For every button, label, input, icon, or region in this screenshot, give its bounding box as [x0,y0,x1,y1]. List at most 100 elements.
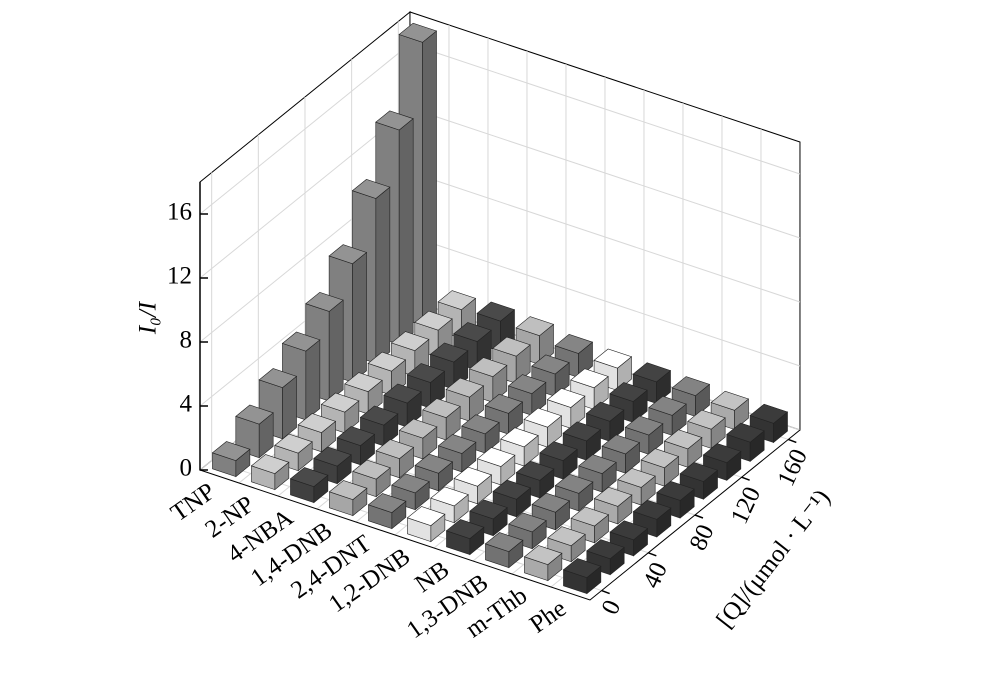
bar-top [367,493,407,513]
bar [609,520,649,557]
bar [562,421,602,461]
bar-top [586,539,625,560]
bar-top [445,377,485,398]
bar-side [352,251,367,383]
floor-edge [199,429,801,601]
bar-top [656,480,695,501]
bar-top [624,415,664,436]
bar-top [663,429,703,450]
bar-top [632,362,672,383]
x-tick-label: 40 [638,558,673,592]
bar [570,506,610,544]
bar-side [375,186,391,364]
bar-top [476,301,516,322]
z-tick-label: 0 [180,455,193,482]
bar-side [328,299,344,402]
bar [430,486,469,524]
x-tick [694,514,704,519]
bar [390,331,430,377]
z-tick-label: 4 [180,391,193,418]
x-tick [601,589,610,595]
bar-top [515,316,555,337]
bar-top [406,506,446,526]
bar-top [352,459,391,480]
bar [258,368,298,440]
bar-top [398,22,438,43]
bar-top [546,388,586,408]
x-tick-label: 160 [773,445,813,490]
x-tick [788,438,797,444]
bar-top [375,439,415,459]
bar-top [749,403,789,424]
bar [211,441,251,478]
z-tick-label: 16 [167,199,192,226]
bar [320,392,360,434]
bar-top [679,462,719,482]
bar-top [547,526,586,547]
x-tick-label: 0 [597,596,627,619]
bar [281,331,321,421]
bar-top [726,422,765,443]
bar-top [507,374,547,395]
bar-top [406,363,446,383]
bar-top [484,532,524,552]
bar-top [601,434,641,455]
bar [648,395,687,437]
bar-top [469,499,508,520]
bar [235,404,274,459]
bar [445,519,485,556]
bar [468,357,508,403]
bar-top [297,413,337,433]
bar-top [250,454,290,474]
bar-top [211,441,251,461]
bar [274,433,313,472]
bar-top [336,426,376,446]
bar [531,492,571,531]
bar [484,393,524,435]
bar-top [359,405,399,426]
bar [476,447,516,486]
bar-top [523,407,563,428]
bar [383,383,422,428]
bar-top [640,448,680,469]
bar [601,434,641,474]
bar-top [648,395,687,416]
z-tick-label: 8 [180,327,193,354]
bar-top [468,357,508,378]
bar-top [531,492,571,513]
bar-top [328,244,368,265]
bar [289,467,329,504]
bar-top [445,519,485,539]
bar-top [391,473,430,494]
bar-top [437,434,477,454]
bar-top [585,401,625,422]
bar-top [453,466,493,487]
bar-top [484,393,524,414]
x-tick [648,552,657,557]
bar-top [671,376,711,397]
bar [492,479,532,518]
bar-top [578,454,617,474]
bar-top [632,499,672,520]
bar [562,558,602,595]
bar-top [422,398,461,418]
bar-top [461,414,500,435]
bar [632,362,672,405]
bar-top [453,322,492,342]
bar-top [281,331,321,352]
bar [484,532,524,569]
bar-top [702,443,742,464]
bar-top [320,392,360,413]
z-axis-title: I₀/I [135,300,162,335]
bar-top [562,421,602,442]
bar-top [617,467,656,488]
bar-top [429,342,469,363]
x-tick [741,476,750,481]
bar-top [390,331,430,352]
bar-top [414,453,454,474]
bar [671,376,711,418]
bar-top [531,354,570,375]
bar-top [235,404,274,425]
bar-top [414,310,453,331]
